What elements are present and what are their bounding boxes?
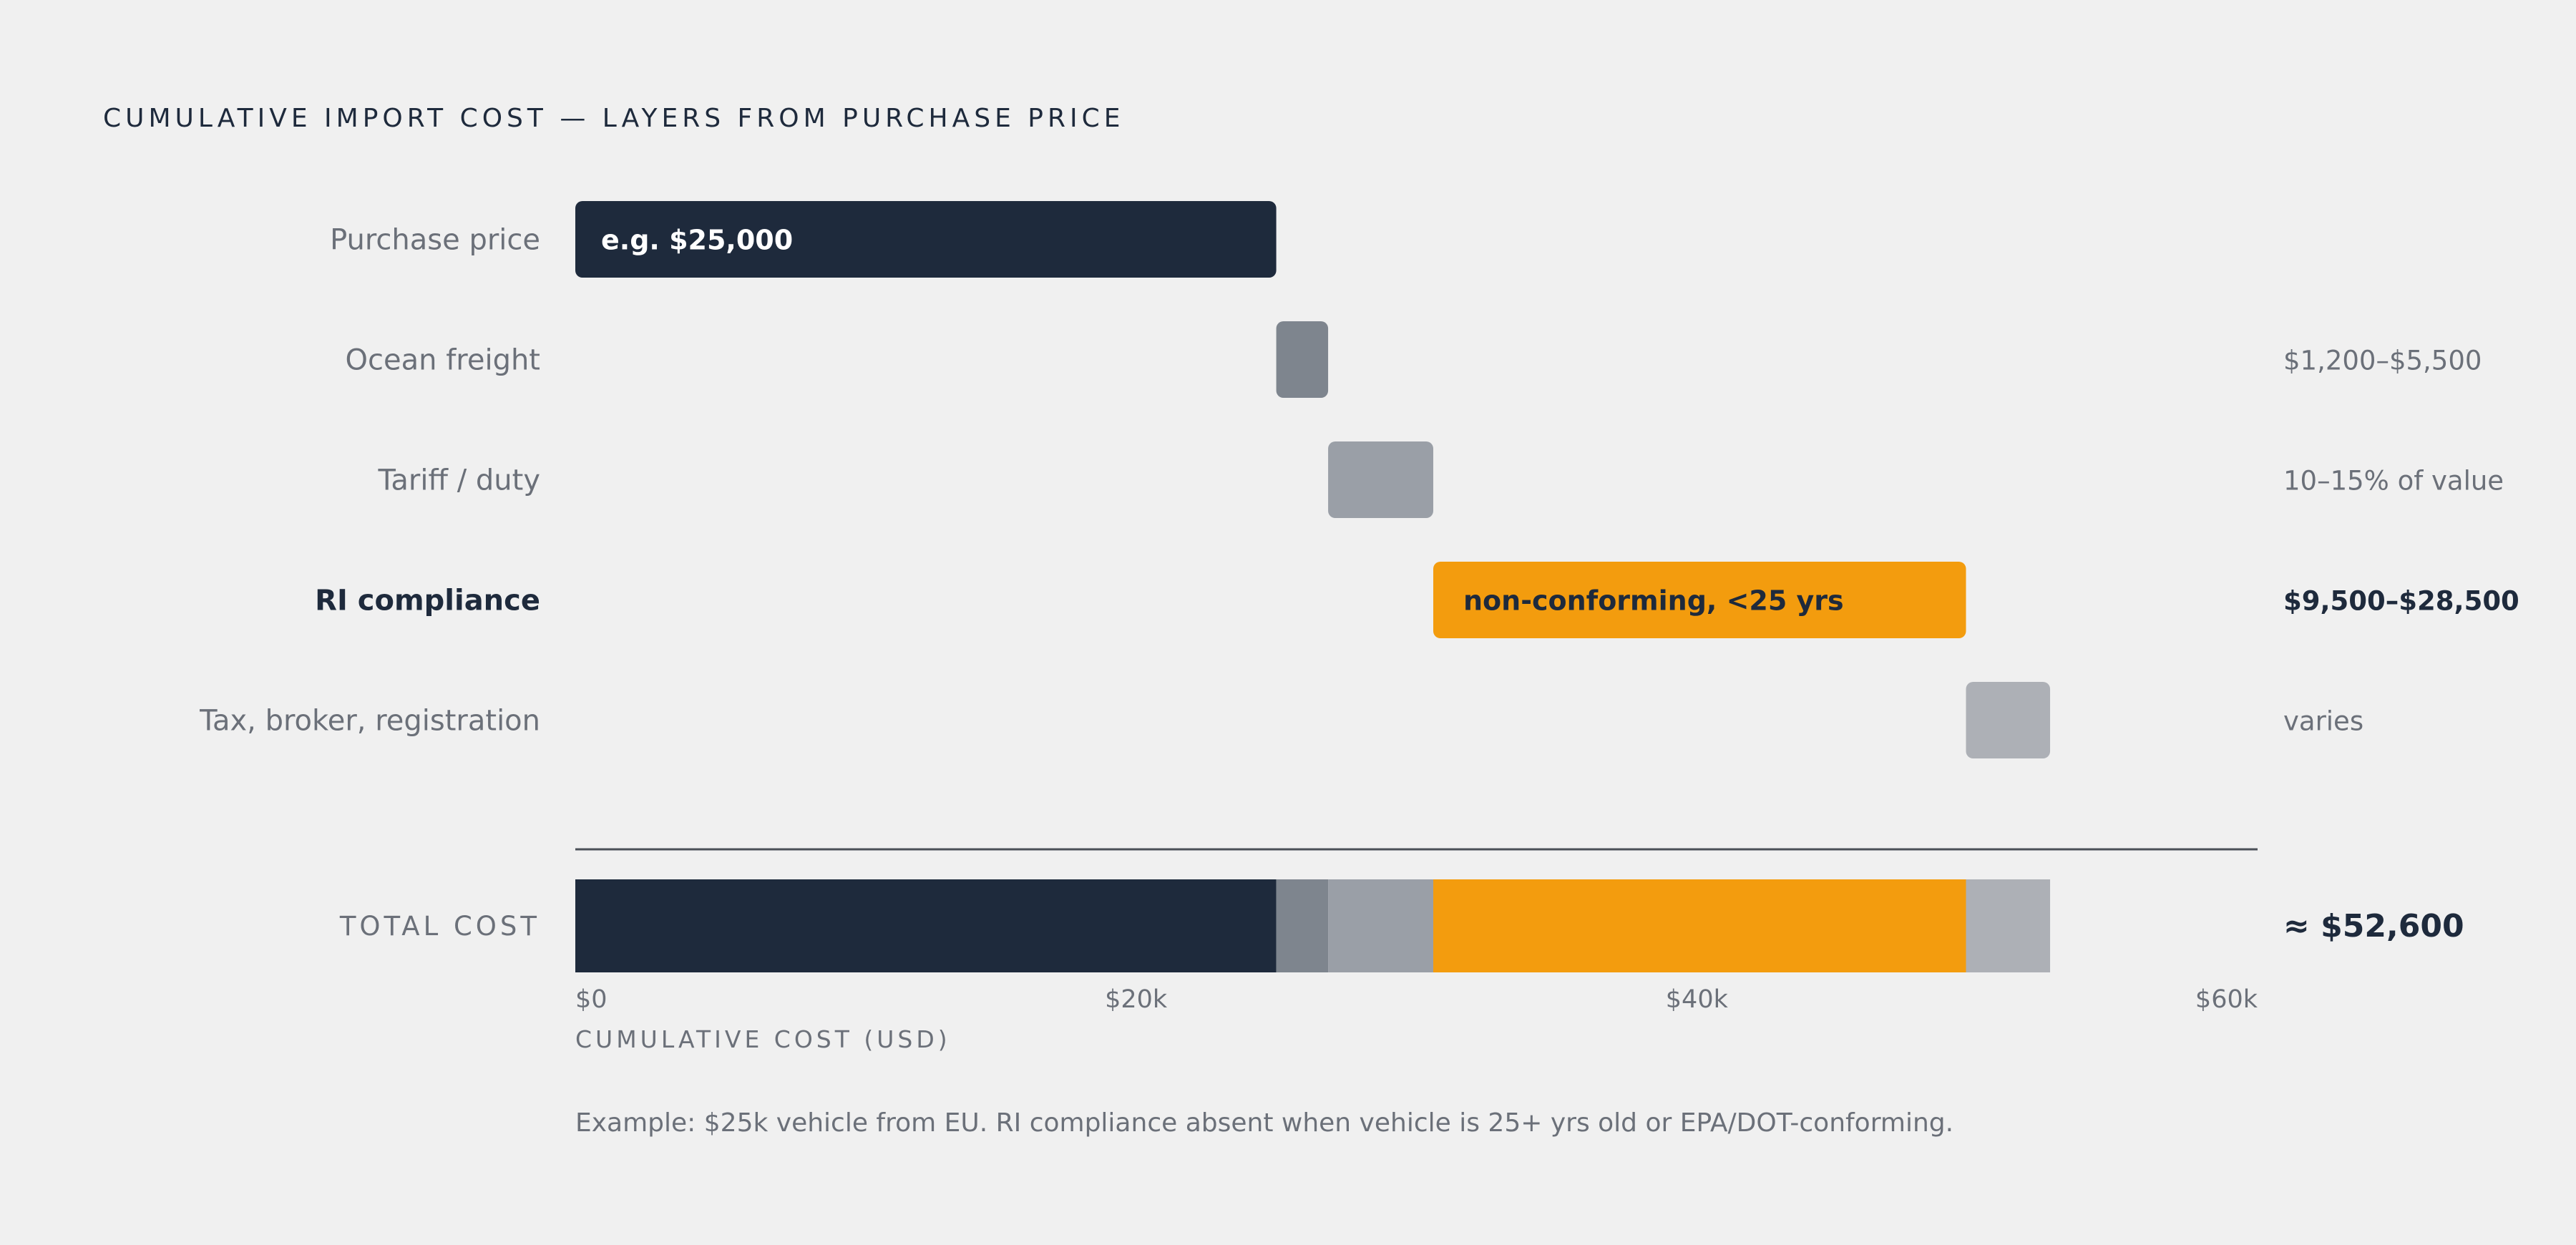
layer-bar-label: e.g. $25,000 (601, 225, 793, 256)
layer-range-label: $1,200–$5,500 (2283, 346, 2482, 376)
total-value-label: ≈ $52,600 (2283, 908, 2464, 944)
layer-bar (1276, 321, 1329, 398)
chart-footnote: Example: $25k vehicle from EU. RI compli… (575, 1108, 1953, 1138)
layer-bar-label: non-conforming, <25 yrs (1463, 585, 1844, 617)
layer-label: Tariff / duty (378, 464, 540, 497)
layer-bar (1966, 682, 2051, 758)
total-bar-segment (575, 879, 1277, 972)
layer-bar (1433, 562, 1966, 638)
layer-label: Ocean freight (346, 344, 540, 377)
x-axis-label: CUMULATIVE COST (USD) (575, 1025, 951, 1053)
x-tick-label: $60k (2195, 985, 2258, 1014)
total-bar-segment (1966, 879, 2051, 972)
layer-label: Tax, broker, registration (199, 705, 540, 738)
layer-range-label: 10–15% of value (2283, 466, 2504, 497)
total-bar-start-cap (575, 879, 604, 972)
layer-range-label: $9,500–$28,500 (2283, 586, 2519, 617)
total-label: TOTAL COST (339, 911, 540, 942)
x-tick-label: $40k (1666, 985, 1729, 1014)
layer-bar (575, 201, 1277, 278)
x-tick-label: $0 (575, 985, 608, 1014)
chart-title: CUMULATIVE IMPORT COST — LAYERS FROM PUR… (103, 104, 1125, 133)
total-bar-segment (1433, 879, 1966, 972)
total-bar-segment (1276, 879, 1329, 972)
x-tick-label: $20k (1105, 985, 1168, 1014)
total-bar-segment (1328, 879, 1434, 972)
layer-range-label: varies (2283, 706, 2363, 737)
layer-label: Purchase price (330, 224, 540, 257)
layer-bar (1328, 441, 1434, 518)
layer-label: RI compliance (315, 585, 540, 617)
